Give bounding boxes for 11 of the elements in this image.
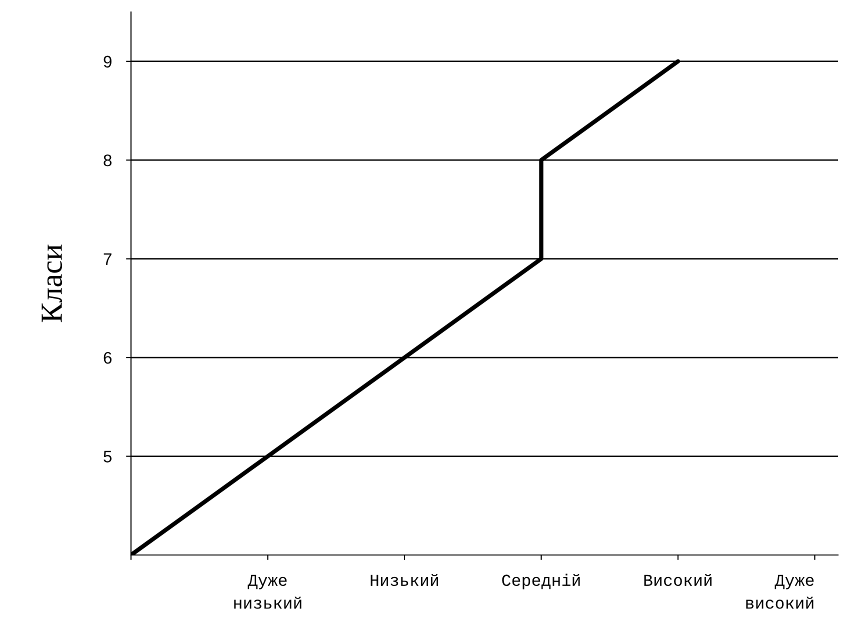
y-tick-label: 8 <box>104 154 112 166</box>
x-tick-label: Дуже низький <box>234 574 302 609</box>
y-tick-label: 5 <box>104 450 112 462</box>
x-tick-label: Середній <box>502 574 580 590</box>
y-tick-label: 9 <box>104 56 112 68</box>
x-tick-label: Високий <box>644 574 712 586</box>
x-tick-label: Дуже високий <box>746 574 814 609</box>
x-tick-label: Низький <box>370 574 438 586</box>
y-tick-label: 7 <box>104 253 112 265</box>
y-axis-title: Класи <box>42 244 62 322</box>
y-tick-label: 6 <box>104 352 112 364</box>
